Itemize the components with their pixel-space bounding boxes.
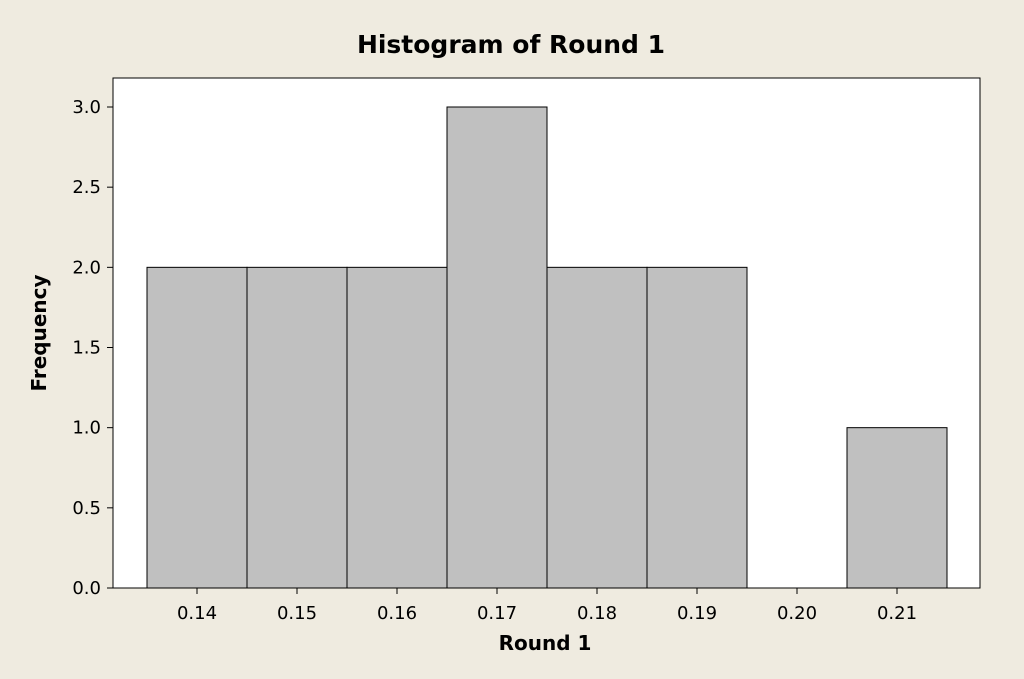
- y-tick-label-2.5: 2.5: [72, 177, 101, 198]
- x-tick-label-0.14: 0.14: [177, 603, 217, 624]
- chart-title: Histogram of Round 1: [357, 30, 665, 59]
- x-tick-label-0.18: 0.18: [577, 603, 617, 624]
- y-axis-label: Frequency: [27, 274, 51, 391]
- x-tick-label-0.15: 0.15: [277, 603, 317, 624]
- x-tick-label-0.21: 0.21: [877, 603, 917, 624]
- x-tick-label-0.17: 0.17: [477, 603, 517, 624]
- y-tick-label-1.0: 1.0: [72, 418, 101, 439]
- bars-group: [146, 106, 948, 589]
- y-tick-label-1.5: 1.5: [72, 338, 101, 359]
- x-axis: 0.14 0.15 0.16 0.17 0.18 0.19 0.20 0.21: [177, 588, 917, 624]
- x-tick-label-0.19: 0.19: [677, 603, 717, 624]
- bar-0.21: [846, 427, 948, 589]
- bar-0.16: [346, 266, 448, 589]
- y-tick-label-2.0: 2.0: [72, 257, 101, 278]
- bar-0.19: [646, 266, 748, 589]
- y-tick-label-3.0: 3.0: [72, 97, 101, 118]
- bar-0.17: [446, 106, 548, 589]
- x-axis-label: Round 1: [499, 631, 592, 655]
- bar-0.15: [246, 266, 348, 589]
- x-tick-label-0.20: 0.20: [777, 603, 817, 624]
- y-axis: 0.0 0.5 1.0 1.5 2.0 2.5 3.0: [72, 97, 113, 599]
- x-tick-label-0.16: 0.16: [377, 603, 417, 624]
- bar-0.14: [146, 266, 248, 589]
- y-tick-label-0.0: 0.0: [72, 578, 101, 599]
- y-tick-label-0.5: 0.5: [72, 498, 101, 519]
- bar-0.18: [546, 266, 648, 589]
